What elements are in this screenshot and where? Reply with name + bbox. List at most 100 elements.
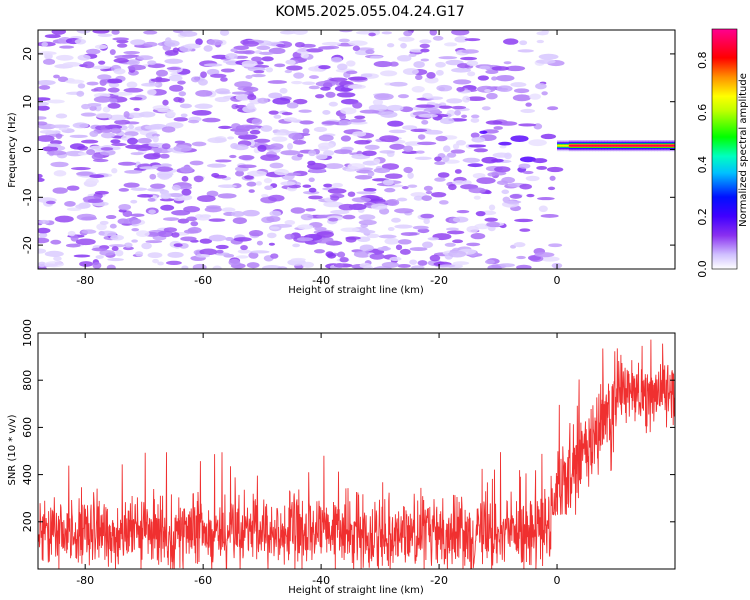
spectrogram-cell	[116, 43, 128, 48]
spectrogram-cell	[228, 258, 241, 266]
spectrogram-cell	[235, 170, 245, 177]
spectrogram-cell	[297, 224, 314, 230]
spectrogram-cell	[360, 73, 373, 78]
spectrogram-cell	[253, 70, 265, 74]
spectrogram-cell	[74, 38, 87, 45]
spectrogram-cell	[118, 188, 130, 192]
spectrogram-cell	[298, 109, 312, 113]
spectrogram-cell	[80, 139, 99, 144]
spectrogram-cell	[381, 163, 400, 170]
spectrogram-cell	[38, 237, 50, 244]
spectrogram-cell	[171, 210, 191, 216]
spectrogram-band-cell	[669, 144, 673, 147]
y-tick-label: -20	[21, 236, 34, 254]
spectrogram-cell	[44, 261, 65, 268]
spectrogram-cell	[411, 265, 425, 269]
spectrogram-cell	[372, 99, 384, 106]
spectrogram-cell	[221, 207, 236, 213]
spectrogram-cell	[327, 188, 347, 194]
spectrogram-cell	[38, 51, 57, 56]
spectrogram-cell	[529, 93, 541, 100]
spectrogram-cell	[444, 242, 456, 247]
spectrogram-cell	[509, 194, 523, 199]
spectrogram-cell	[240, 244, 248, 251]
spectrogram-cell	[70, 234, 79, 242]
spectrogram-cell	[38, 116, 47, 120]
spectrogram-cell	[112, 91, 133, 96]
spectrogram-cell	[266, 232, 277, 239]
spectrogram-cell	[384, 173, 403, 179]
spectrogram-cell	[420, 58, 430, 62]
spectrogram-cell	[353, 250, 372, 258]
snr-y-label: SNR (10 * v/v)	[7, 414, 18, 485]
spectrogram-cell	[525, 175, 540, 182]
x-tick-label: -60	[194, 274, 212, 287]
spectrogram-cell	[330, 56, 343, 63]
spectrogram-cell	[368, 104, 388, 112]
spectrogram-cell	[242, 105, 257, 113]
spectrogram-cell	[305, 208, 316, 212]
spectrogram-cell	[111, 246, 119, 252]
spectrogram-cell	[503, 38, 519, 45]
spectrogram-cell	[293, 98, 308, 105]
spectrogram-cell	[69, 134, 88, 138]
spectrogram-cell	[169, 84, 184, 92]
spectrogram-cell	[348, 40, 368, 46]
spectrogram-cell	[195, 253, 210, 258]
spectrogram-cell	[191, 141, 207, 147]
spectrogram-cell	[179, 31, 198, 37]
spectrogram-cell	[308, 195, 323, 200]
spectrogram-band-cell	[648, 144, 652, 147]
spectrogram-cell	[50, 124, 70, 129]
spectrogram-cell	[384, 237, 400, 245]
spectrogram-cell	[111, 168, 118, 174]
spectrogram-cell	[313, 126, 328, 133]
spectrogram-cell	[358, 219, 377, 226]
spectrogram-cell	[69, 143, 86, 150]
spectrogram-cell	[473, 195, 481, 200]
spectrogram-cell	[130, 152, 144, 156]
spectrogram-cell	[284, 220, 296, 226]
spectrogram-cell	[81, 103, 91, 110]
spectrogram-cell	[123, 87, 144, 93]
spectrogram-cell	[516, 264, 532, 269]
spectrogram-cell	[385, 199, 400, 207]
spectrogram-cell	[439, 264, 456, 268]
spectrogram-cell	[51, 30, 66, 35]
spectrogram-cell	[468, 187, 486, 194]
spectrogram-cell	[193, 175, 204, 183]
spectrogram-cell	[145, 240, 163, 244]
spectrogram-cell	[95, 255, 104, 259]
spectrogram-band-cell	[571, 144, 576, 147]
spectrogram-cell	[216, 249, 224, 254]
spectrogram-cell	[217, 184, 237, 188]
spectrogram-cell	[462, 157, 481, 163]
spectrogram-cell	[269, 143, 284, 150]
spectrogram-cell	[338, 38, 350, 43]
spectrogram-cell	[315, 94, 325, 99]
spectrogram-cell	[159, 153, 170, 159]
spectrogram-cell	[194, 103, 213, 109]
spectrogram-cell	[52, 187, 68, 194]
spectrogram-cell	[242, 86, 259, 93]
spectrogram-cell	[263, 178, 273, 184]
spectrogram-cell	[167, 251, 184, 258]
spectrogram-cell	[261, 56, 274, 62]
spectrogram-band-cell	[654, 144, 658, 147]
spectrogram-cell	[328, 101, 338, 107]
spectrogram-cell	[451, 67, 472, 73]
spectrogram-cell	[171, 232, 180, 238]
spectrogram-cell	[535, 83, 547, 90]
spectrogram-cell	[181, 175, 189, 182]
colorbar-ticks: 0.0 0.2 0.4 0.6 0.8	[696, 52, 709, 278]
spectrogram-cell	[365, 49, 375, 55]
spectrogram-cell	[231, 91, 250, 95]
spectrogram-band-cell	[666, 144, 670, 147]
spectrogram-cell	[237, 124, 257, 130]
spectrogram-cell	[248, 230, 264, 237]
spectrogram-cell	[538, 53, 559, 60]
spectrogram-cell	[168, 74, 183, 82]
spectrogram-cell	[537, 197, 555, 201]
spectrogram-band-cell	[595, 144, 599, 147]
